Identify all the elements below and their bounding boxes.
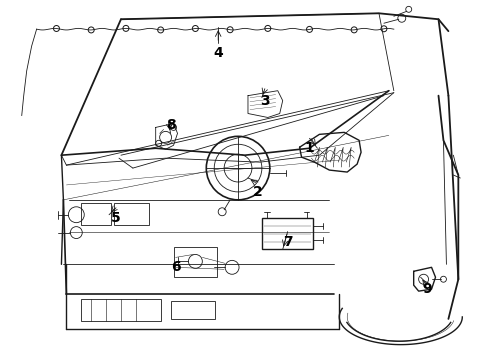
Text: 8: 8 xyxy=(165,118,175,132)
Text: 5: 5 xyxy=(111,211,121,225)
Bar xyxy=(81,203,111,225)
Text: 6: 6 xyxy=(170,260,180,274)
Text: 9: 9 xyxy=(421,282,430,296)
Text: 4: 4 xyxy=(213,46,223,60)
Text: 7: 7 xyxy=(282,234,292,248)
Text: 2: 2 xyxy=(252,185,262,199)
Text: 3: 3 xyxy=(260,94,269,108)
Bar xyxy=(173,247,217,277)
Bar xyxy=(81,299,161,321)
Text: 1: 1 xyxy=(304,141,314,155)
Bar xyxy=(262,218,313,249)
Bar xyxy=(170,301,215,319)
Bar xyxy=(114,203,148,225)
